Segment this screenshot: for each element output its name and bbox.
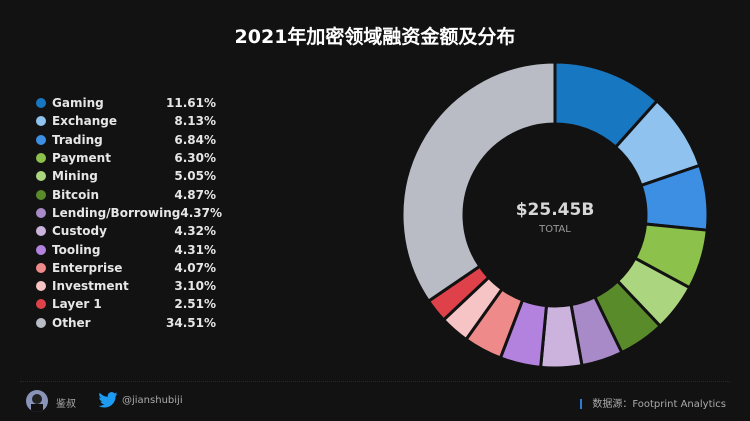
legend-item[interactable]: Tooling 4.31%	[36, 240, 216, 258]
total-label: TOTAL	[539, 224, 571, 235]
legend-label: Enterprise	[52, 260, 123, 275]
legend-label: Gaming	[52, 96, 104, 111]
legend-value: 4.37%	[180, 205, 222, 220]
legend-swatch	[36, 244, 46, 255]
legend-value: 2.51%	[174, 297, 216, 312]
legend-item[interactable]: Mining 5.05%	[36, 167, 216, 185]
legend-item[interactable]: Layer 1 2.51%	[36, 295, 216, 313]
legend-swatch	[36, 299, 46, 310]
legend-item[interactable]: Exchange 8.13%	[36, 112, 216, 130]
legend-value: 34.51%	[166, 315, 216, 330]
legend-label: Exchange	[52, 114, 117, 129]
legend-value: 6.84%	[174, 132, 216, 147]
legend-label: Lending/Borrowing	[52, 205, 181, 220]
legend-label: Custody	[52, 224, 107, 239]
legend-label: Payment	[52, 151, 111, 166]
legend-item[interactable]: Payment 6.30%	[36, 149, 216, 167]
author-name: 鉴叔	[56, 399, 76, 410]
legend: Gaming 11.61% Exchange 8.13% Trading 6.84% Pay…	[36, 94, 222, 332]
legend-value: 3.10%	[174, 279, 216, 294]
data-source: 数据源：Footprint Analytics	[580, 395, 726, 410]
total-value: $25.45B	[515, 200, 595, 220]
legend-value: 4.07%	[174, 260, 216, 275]
source-text: 数据源：Footprint Analytics	[592, 399, 726, 410]
legend-swatch	[36, 189, 46, 200]
legend-swatch	[36, 262, 46, 273]
legend-item[interactable]: Gaming 11.61%	[36, 94, 216, 112]
legend-item[interactable]: Trading 6.84%	[36, 131, 216, 149]
footer: 鉴叔 @jianshubiji 数据源：Footprint Analytics	[0, 387, 750, 417]
divider	[20, 381, 730, 382]
legend-value: 4.32%	[174, 224, 216, 239]
legend-item[interactable]: Other 34.51%	[36, 314, 216, 332]
legend-label: Investment	[52, 279, 129, 294]
legend-value: 8.13%	[174, 114, 216, 129]
legend-label: Tooling	[52, 242, 101, 257]
twitter-icon	[98, 392, 118, 411]
legend-label: Bitcoin	[52, 187, 100, 202]
avatar	[26, 390, 48, 412]
legend-swatch	[36, 207, 46, 218]
legend-item[interactable]: Bitcoin 4.87%	[36, 185, 216, 203]
legend-value: 5.05%	[174, 169, 216, 184]
legend-label: Other	[52, 315, 91, 330]
legend-label: Trading	[52, 132, 103, 147]
legend-item[interactable]: Investment 3.10%	[36, 277, 216, 295]
legend-value: 4.87%	[174, 187, 216, 202]
legend-swatch	[36, 317, 46, 328]
legend-swatch	[36, 116, 46, 127]
legend-swatch	[36, 171, 46, 182]
legend-value: 4.31%	[174, 242, 216, 257]
legend-swatch	[36, 153, 46, 164]
legend-swatch	[36, 98, 46, 109]
legend-value: 6.30%	[174, 151, 216, 166]
legend-item[interactable]: Enterprise 4.07%	[36, 259, 216, 277]
legend-label: Mining	[52, 169, 98, 184]
legend-swatch	[36, 134, 46, 145]
slice-other[interactable]	[400, 60, 557, 304]
legend-value: 11.61%	[166, 96, 216, 111]
legend-swatch	[36, 281, 46, 292]
legend-swatch	[36, 226, 46, 237]
legend-label: Layer 1	[52, 297, 102, 312]
twitter-handle[interactable]: @jianshubiji	[122, 395, 183, 406]
source-accent-bar	[580, 399, 583, 409]
legend-item[interactable]: Lending/Borrowing 4.37%	[36, 204, 222, 222]
legend-item[interactable]: Custody 4.32%	[36, 222, 216, 240]
chart-title: 2021年加密领域融资金额及分布	[234, 26, 516, 48]
